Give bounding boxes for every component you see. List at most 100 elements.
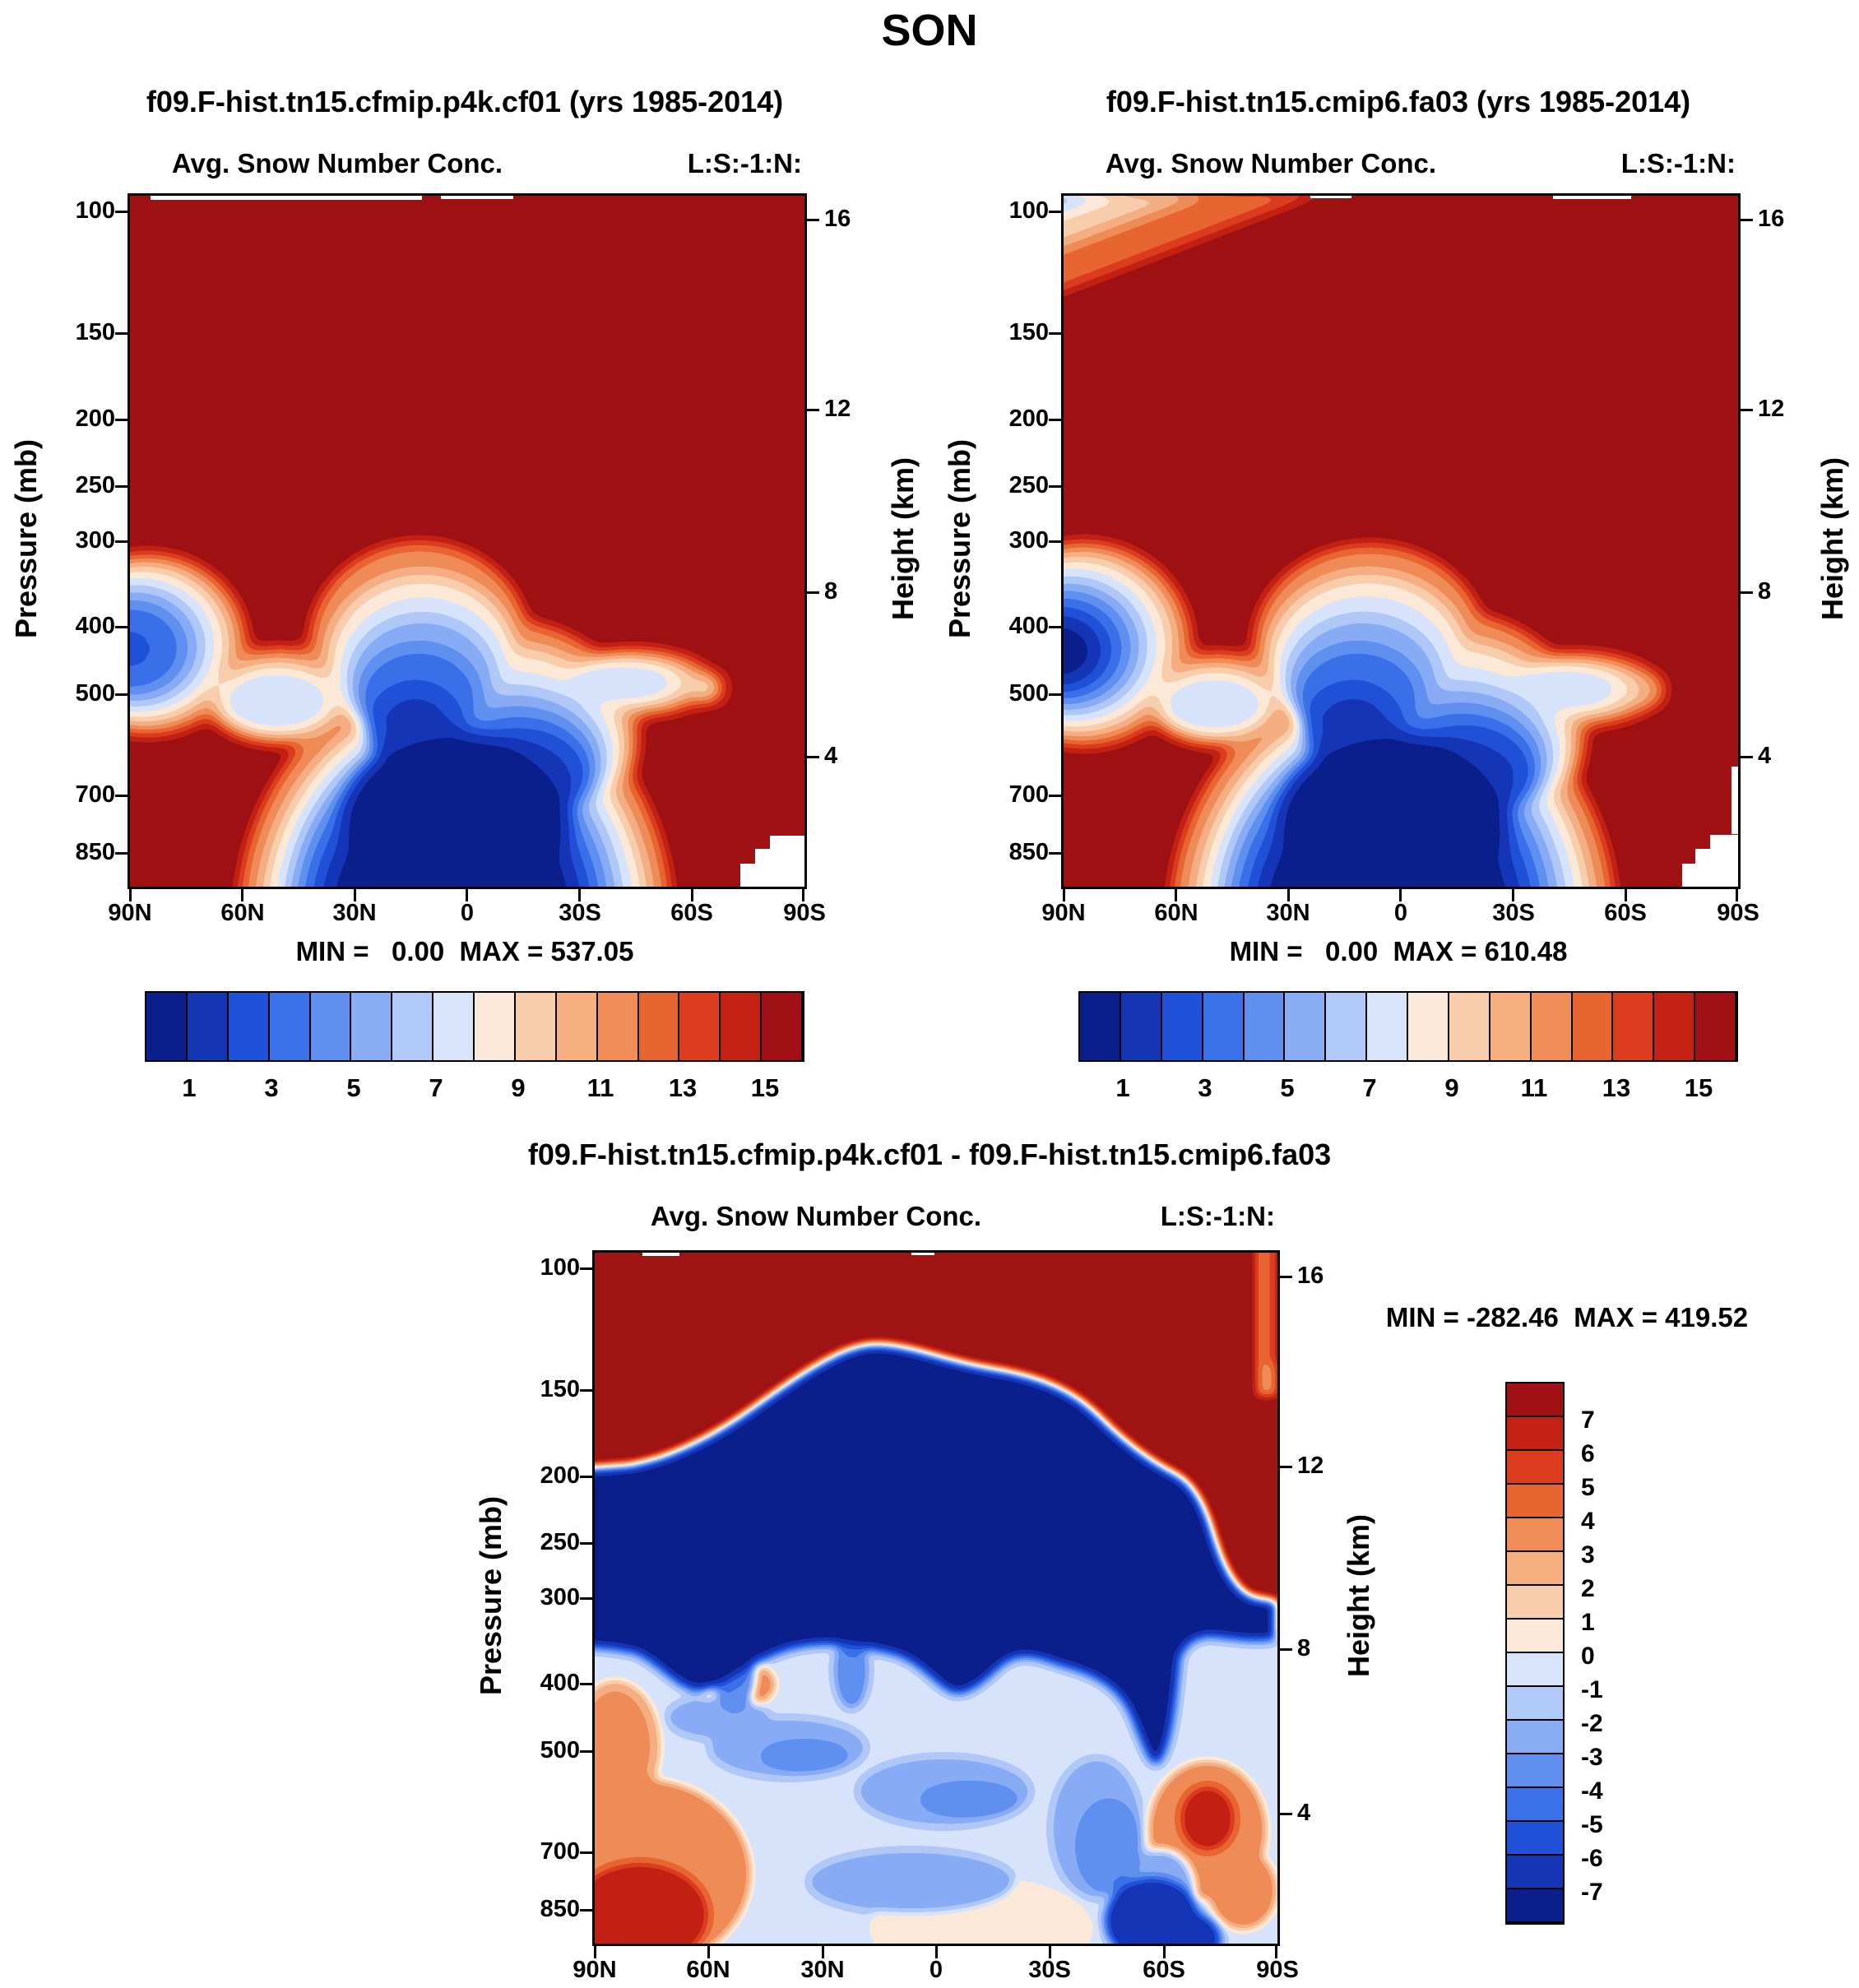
tick-mark	[1741, 219, 1753, 221]
colorbar-tick-label: 1	[1581, 1609, 1595, 1636]
lat-tick-label: 30S	[1492, 900, 1535, 926]
pressure-tick-label: 400	[540, 1670, 580, 1696]
tick-mark	[1741, 409, 1753, 411]
tick-mark	[1163, 1946, 1166, 1958]
pressure-tick-label: 250	[540, 1529, 580, 1555]
colorbar-cell	[1507, 1788, 1563, 1822]
colorbar-tick-label: 5	[346, 1073, 361, 1102]
pressure-tick-label: 150	[75, 319, 115, 345]
colorbar-cell	[1572, 993, 1614, 1060]
pressure-tick-label: 300	[1008, 527, 1049, 554]
panel1-minmax: MIN = 0.00 MAX = 537.05	[295, 936, 634, 966]
colorbar-tick-label: -5	[1581, 1811, 1603, 1838]
colorbar-cell	[721, 993, 763, 1060]
height-tick-label: 8	[1758, 578, 1772, 605]
tick-mark	[115, 419, 127, 421]
colorbar-tick-label: 7	[1362, 1073, 1377, 1102]
colorbar-cell	[1507, 1417, 1563, 1451]
colorbar-cell	[1367, 993, 1408, 1060]
tick-mark	[580, 1683, 592, 1685]
panel1-title: f09.F-hist.tn15.cfmip.p4k.cf01 (yrs 1985…	[146, 85, 784, 118]
tick-mark	[935, 1946, 938, 1958]
colorbar-tick-label: 0	[1581, 1643, 1595, 1670]
colorbar-cell	[1507, 1383, 1563, 1417]
tick-mark	[580, 1909, 592, 1912]
colorbar-tick-label: -3	[1581, 1744, 1603, 1771]
height-tick-label: 16	[1758, 206, 1785, 232]
colorbar-cell	[1408, 993, 1449, 1060]
colorbar-cell	[1285, 993, 1327, 1060]
height-tick-label: 16	[824, 206, 851, 232]
tick-mark	[578, 889, 581, 901]
panel1-topography-mask	[151, 196, 804, 887]
colorbar-cell	[1507, 1552, 1563, 1586]
colorbar-cell	[1695, 993, 1736, 1060]
lat-tick-label: 60S	[1604, 900, 1647, 926]
colorbar-cell	[475, 993, 516, 1060]
colorbar-tick-label: -1	[1581, 1676, 1603, 1703]
lat-tick-label: 60N	[686, 1957, 730, 1983]
colorbar-cell	[187, 993, 229, 1060]
panel2-ls-label: L:S:-1:N:	[1620, 148, 1736, 178]
tick-mark	[1512, 889, 1514, 901]
colorbar-cell	[1161, 993, 1203, 1060]
tick-mark	[115, 211, 127, 213]
tick-mark	[1280, 1648, 1292, 1651]
lat-tick-label: 30N	[800, 1957, 845, 1983]
lat-tick-label: 90N	[573, 1957, 617, 1983]
tick-mark	[115, 540, 127, 543]
tick-mark	[1399, 889, 1402, 901]
colorbar-cell	[392, 993, 434, 1060]
height-tick-label: 12	[1758, 396, 1785, 422]
tick-mark	[1049, 1946, 1051, 1958]
pressure-tick-label: 700	[540, 1838, 580, 1865]
colorbar-cell	[146, 993, 188, 1060]
colorbar-tick-label: 7	[429, 1073, 443, 1102]
colorbar-cell	[433, 993, 475, 1060]
tick-mark	[594, 1946, 596, 1958]
lat-tick-label: 90N	[1041, 900, 1086, 926]
colorbar-cell	[1507, 1856, 1563, 1889]
pressure-tick-label: 400	[1008, 613, 1049, 639]
tick-mark	[1049, 693, 1061, 696]
panel3-title: f09.F-hist.tn15.cfmip.p4k.cf01 - f09.F-h…	[527, 1138, 1332, 1171]
pressure-tick-label: 250	[75, 472, 115, 498]
tick-mark	[115, 852, 127, 855]
lat-tick-label: 30S	[559, 900, 601, 926]
tick-mark	[802, 889, 804, 901]
tick-mark	[1049, 626, 1061, 628]
tick-mark	[580, 1476, 592, 1478]
panel2-pressure-axis-title: Pressure (mb)	[943, 438, 976, 639]
lat-tick-label: 60S	[1143, 1957, 1185, 1983]
colorbar-tick-label: -4	[1581, 1777, 1603, 1805]
colorbar-cell	[1613, 993, 1655, 1060]
lat-tick-label: 0	[1393, 900, 1408, 926]
panel1-height-axis-title: Height (km)	[886, 457, 920, 620]
tick-mark	[354, 889, 356, 901]
colorbar-tick-label: 2	[1581, 1575, 1595, 1602]
pressure-tick-label: 250	[1008, 472, 1049, 498]
colorbar-tick-label: 9	[1444, 1073, 1459, 1102]
tick-mark	[807, 409, 819, 411]
pressure-tick-label: 300	[75, 527, 115, 554]
tick-mark	[580, 1750, 592, 1753]
panel2-title: f09.F-hist.tn15.cmip6.fa03 (yrs 1985-201…	[1106, 85, 1691, 118]
lat-tick-label: 0	[929, 1957, 943, 1983]
height-tick-label: 4	[1297, 1800, 1311, 1826]
colorbar-cell	[1507, 1485, 1563, 1518]
colorbar-tick-label: 11	[586, 1073, 614, 1102]
colorbar-tick-label: -6	[1581, 1845, 1603, 1872]
tick-mark	[1280, 1813, 1292, 1815]
colorbar-tick-label: 5	[1581, 1474, 1595, 1501]
pressure-tick-label: 850	[1008, 839, 1049, 865]
lat-tick-label: 60N	[1154, 900, 1198, 926]
pressure-tick-label: 700	[1008, 781, 1049, 808]
colorbar-cell	[638, 993, 680, 1060]
lat-tick-label: 90S	[1256, 1957, 1299, 1983]
tick-mark	[1280, 1466, 1292, 1468]
tick-mark	[115, 332, 127, 335]
colorbar-cell	[679, 993, 721, 1060]
colorbar-tick-label: 13	[668, 1073, 698, 1102]
panel3-contour-field	[595, 1253, 1277, 1944]
panel2-contour-field	[1064, 196, 1738, 887]
